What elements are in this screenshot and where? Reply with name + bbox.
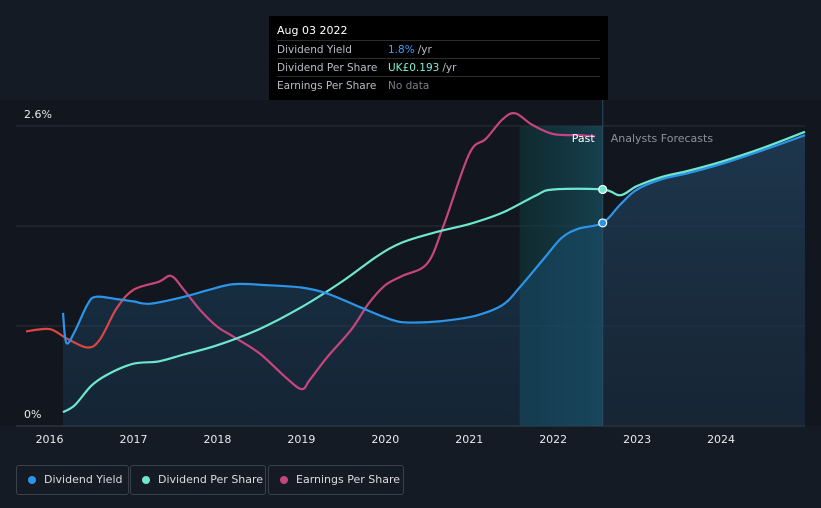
series-line-dividend-yield xyxy=(61,134,806,345)
legend-dot-icon xyxy=(28,476,36,484)
legend-dot-icon xyxy=(280,476,288,484)
hover-markers xyxy=(598,184,608,228)
legend-dot-icon xyxy=(142,476,150,484)
legend-item-dividend-per-share[interactable]: Dividend Per Share xyxy=(130,465,266,495)
legend-label: Earnings Per Share xyxy=(296,473,401,486)
legend-item-dividend-yield[interactable]: Dividend Yield xyxy=(16,465,129,495)
x-tick-label: 2021 xyxy=(455,433,483,446)
x-tick-label: 2020 xyxy=(371,433,399,446)
x-tick-label: 2016 xyxy=(36,433,64,446)
legend-label: Dividend Yield xyxy=(44,473,123,486)
x-tick-label: 2018 xyxy=(203,433,231,446)
y-axis-min-label: 0% xyxy=(24,408,41,421)
tooltip-row-dividend-yield: Dividend Yield 1.8%/yr xyxy=(277,40,600,58)
x-tick-label: 2022 xyxy=(539,433,567,446)
tooltip-value: UK£0.193/yr xyxy=(388,62,457,74)
tooltip-date: Aug 03 2022 xyxy=(277,24,348,37)
series-line-earnings-per-share xyxy=(25,111,596,391)
yield-area xyxy=(63,100,805,426)
marker-dividend-yield xyxy=(598,218,608,228)
x-tick-label: 2023 xyxy=(623,433,651,446)
past-region-label: Past xyxy=(572,132,596,145)
tooltip-value: 1.8%/yr xyxy=(388,44,432,56)
tooltip-row-dividend-per-share: Dividend Per Share UK£0.193/yr xyxy=(277,58,600,76)
past-area-fill xyxy=(63,283,520,426)
hover-tooltip: Aug 03 2022 Dividend Yield 1.8%/yr Divid… xyxy=(269,16,608,100)
y-axis-max-label: 2.6% xyxy=(24,108,52,121)
forecast-region-label: Analysts Forecasts xyxy=(611,132,714,145)
highlight-area-fill xyxy=(519,222,603,426)
tooltip-label: Dividend Yield xyxy=(277,44,352,56)
tooltip-value: No data xyxy=(388,80,430,92)
forecast-area-fill xyxy=(602,135,805,426)
legend-label: Dividend Per Share xyxy=(158,473,264,486)
x-tick-label: 2024 xyxy=(707,433,735,446)
x-tick-label: 2017 xyxy=(120,433,148,446)
axis-labels: 2.6% 0% 2016 2017 2018 2019 2020 2021 2022 2023 20… xyxy=(24,108,735,446)
legend-item-earnings-per-share[interactable]: Earnings Per Share xyxy=(268,465,404,495)
marker-dividend-per-share xyxy=(598,184,608,195)
tooltip-label: Earnings Per Share xyxy=(277,80,377,92)
series-line-dividend-per-share xyxy=(62,130,806,414)
tooltip-label: Dividend Per Share xyxy=(277,62,378,74)
tooltip-row-earnings-per-share: Earnings Per Share No data xyxy=(277,76,600,94)
x-tick-label: 2019 xyxy=(287,433,315,446)
series-lines xyxy=(25,111,806,414)
